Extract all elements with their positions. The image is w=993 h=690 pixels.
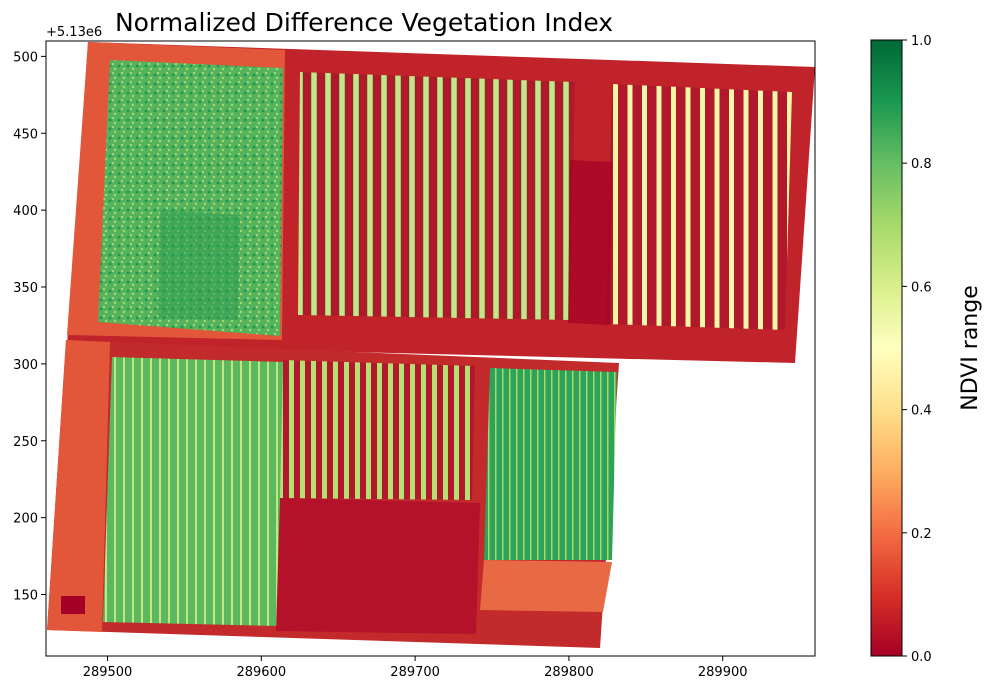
y-offset-label: +5.13e6 xyxy=(46,25,102,40)
x-tick-label: 289500 xyxy=(83,665,133,680)
ndvi-raster xyxy=(47,42,815,648)
bare-soil-plot xyxy=(276,498,480,634)
y-tick-label: 400 xyxy=(13,204,38,219)
colorbar-tick-label: 0.2 xyxy=(911,527,932,542)
soil-gap xyxy=(568,160,612,325)
y-tick-label: 500 xyxy=(13,50,38,65)
colorbar-tick-label: 0.4 xyxy=(911,404,932,419)
colorbar-tick-label: 1.0 xyxy=(911,34,932,49)
axes-frame xyxy=(45,40,816,657)
y-tick-label: 250 xyxy=(13,435,38,450)
colorbar xyxy=(870,39,903,657)
x-tick-label: 289600 xyxy=(236,665,286,680)
y-tick-label: 450 xyxy=(13,127,38,142)
field-lower-left xyxy=(103,357,283,626)
chart-title: Normalized Difference Vegetation Index xyxy=(115,8,613,37)
dense-patch xyxy=(158,210,240,320)
field-lower-right xyxy=(484,368,617,560)
field-lower-middle-rows xyxy=(280,360,475,500)
colorbar-tick-label: 0.8 xyxy=(911,157,932,172)
y-tick-label: 300 xyxy=(13,358,38,373)
x-tick-label: 289900 xyxy=(698,665,748,680)
colorbar-tick-label: 0.6 xyxy=(911,280,932,295)
y-tick-label: 350 xyxy=(13,281,38,296)
field-upper-middle xyxy=(298,72,575,320)
lower-left-border xyxy=(47,340,110,632)
colorbar-label: NDVI range xyxy=(958,285,983,411)
x-tick-label: 289700 xyxy=(390,665,440,680)
lower-right-edge xyxy=(480,560,612,612)
x-tick-label: 289800 xyxy=(544,665,594,680)
y-tick-label: 200 xyxy=(13,512,38,527)
colorbar-tick-label: 0.0 xyxy=(911,650,932,665)
field-upper-right xyxy=(606,84,792,330)
y-tick-label: 150 xyxy=(13,589,38,604)
calibration-target xyxy=(61,596,85,614)
x-axis: 289500 289600 289700 289800 289900 xyxy=(83,656,748,680)
colorbar-ticks: 0.0 0.2 0.4 0.6 0.8 1.0 xyxy=(902,34,932,665)
y-axis: 500 450 400 350 300 250 200 150 xyxy=(13,50,46,604)
